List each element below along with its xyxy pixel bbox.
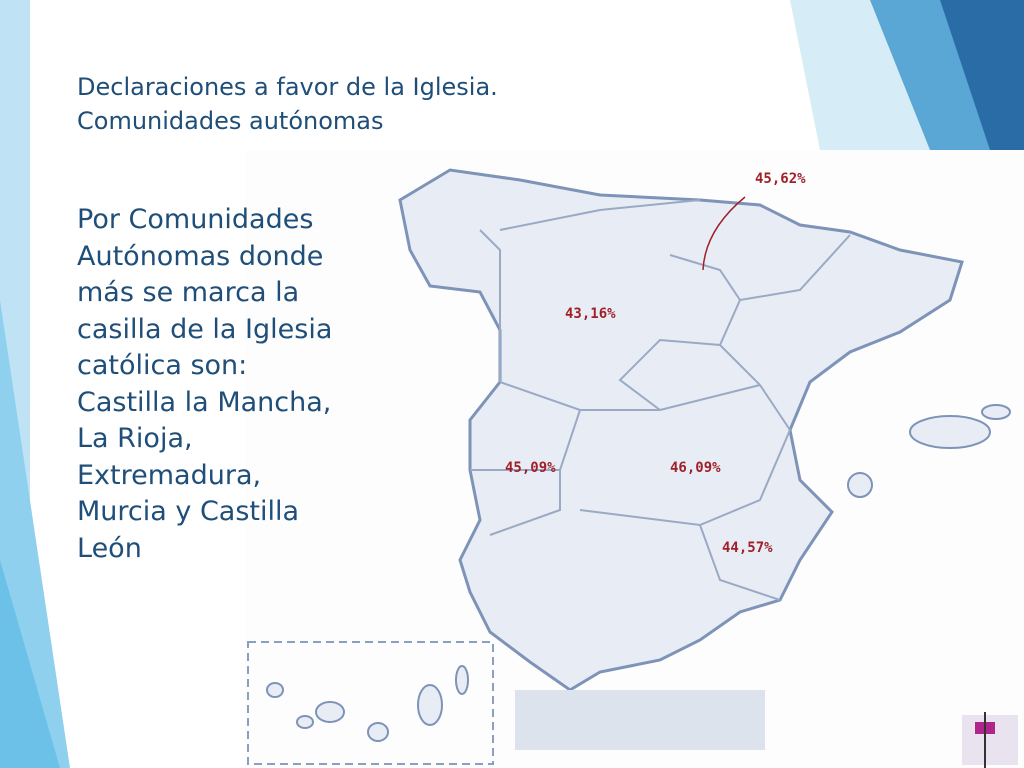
map-label: 44,57%: [722, 540, 773, 556]
map-label: 45,09%: [505, 460, 556, 476]
body-line: más se marca la: [77, 277, 300, 308]
balearic-islands: [847, 404, 1011, 498]
region-borders: [470, 199, 851, 601]
map-label: 43,16%: [565, 306, 616, 322]
body-text: Por Comunidades Autónomas donde más se mar…: [77, 202, 332, 567]
leader-line: [702, 196, 746, 271]
body-line: Por Comunidades: [77, 204, 314, 235]
map-label: 45,62%: [755, 171, 806, 187]
body-line: Castilla la Mancha,: [77, 386, 332, 418]
left-triangle: [0, 560, 60, 768]
body-line: Murcia y Castilla: [77, 496, 300, 527]
africa-coast: [515, 690, 765, 750]
logo: [962, 712, 1018, 768]
canary-islands: [266, 665, 469, 742]
title-line: Declaraciones a favor de la Iglesia.: [77, 73, 498, 101]
title: Declaraciones a favor de la Iglesia. Com…: [77, 70, 498, 138]
body-line: católica son:: [77, 350, 248, 381]
top-right-band: [940, 0, 1024, 150]
map-label: 46,09%: [670, 460, 721, 476]
body-line: León: [77, 532, 142, 564]
title-line: Comunidades autónomas: [77, 107, 384, 135]
canary-box: [247, 641, 494, 765]
body-line: La Rioja,: [77, 423, 193, 454]
body-line: Autónomas donde: [77, 240, 324, 272]
body-line: casilla de la Iglesia: [77, 313, 333, 345]
body-line: Extremadura,: [77, 459, 262, 491]
